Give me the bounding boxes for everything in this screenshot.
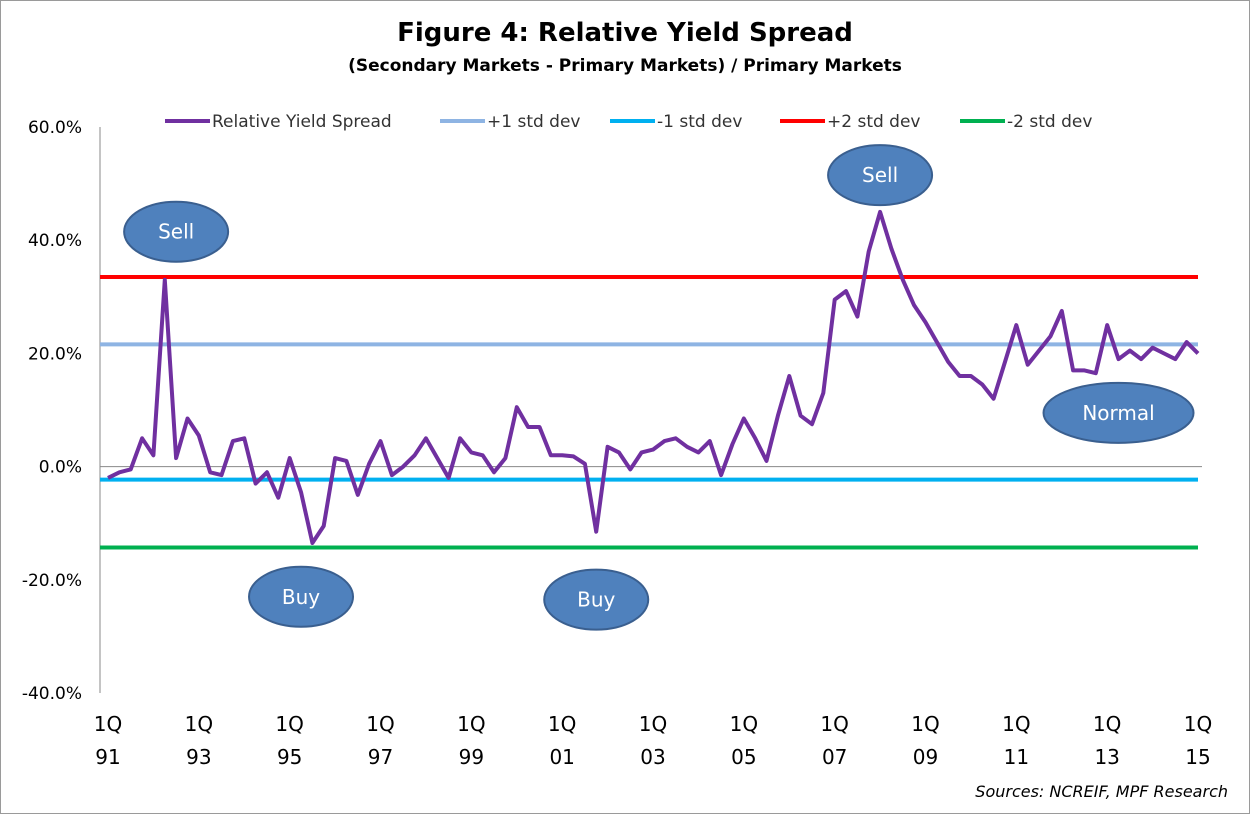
- series-line-relative-yield-spread: [107, 209, 1200, 545]
- y-tick-label: 0.0%: [39, 458, 82, 478]
- x-tick-label-quarter: 1Q: [911, 712, 939, 736]
- annotation-bubble: [543, 568, 650, 631]
- x-tick-label-year: 11: [1004, 745, 1029, 769]
- x-tick-label-year: 91: [95, 745, 120, 769]
- x-tick-label-quarter: 1Q: [1184, 712, 1212, 736]
- y-tick-label: 40.0%: [28, 231, 82, 251]
- y-tick-label: -20.0%: [22, 571, 82, 591]
- chart-subtitle: (Secondary Markets - Primary Markets) / …: [348, 56, 902, 76]
- x-tick-label-quarter: 1Q: [820, 712, 848, 736]
- x-tick-label-quarter: 1Q: [275, 712, 303, 736]
- x-tick-label-year: 97: [368, 745, 393, 769]
- y-tick-label: 60.0%: [28, 118, 82, 138]
- series-layer: [107, 209, 1200, 545]
- annotations: Sell Buy Buy Sell Normal: [123, 144, 1195, 631]
- x-tick-label-quarter: 1Q: [1093, 712, 1121, 736]
- annotation-label: Sell: [158, 220, 194, 244]
- x-tick-label-year: 09: [913, 745, 938, 769]
- annotation-label: Buy: [282, 585, 320, 609]
- y-tick-label: -40.0%: [22, 684, 82, 704]
- x-tick-label-year: 03: [640, 745, 665, 769]
- x-tick-label-year: 05: [731, 745, 756, 769]
- legend-label: -2 std dev: [1007, 112, 1092, 132]
- annotation-bubble: [827, 144, 934, 207]
- x-tick-label-quarter: 1Q: [457, 712, 485, 736]
- annotation-bubble: [123, 200, 230, 263]
- annotation-label: Sell: [862, 163, 898, 187]
- annotation-bubble: [1042, 381, 1195, 444]
- annotation-label: Buy: [577, 588, 615, 612]
- legend-label: -1 std dev: [657, 112, 742, 132]
- chart-title: Figure 4: Relative Yield Spread: [397, 18, 853, 48]
- x-tick-label-quarter: 1Q: [548, 712, 576, 736]
- x-tick-label-quarter: 1Q: [185, 712, 213, 736]
- x-tick-label-quarter: 1Q: [366, 712, 394, 736]
- x-tick-label-quarter: 1Q: [94, 712, 122, 736]
- x-tick-label-quarter: 1Q: [730, 712, 758, 736]
- axes: 60.0% 40.0% 20.0% 0.0% -20.0% -40.0% 1Q 91 1Q 93 1…: [22, 118, 1212, 769]
- y-tick-label: 20.0%: [28, 344, 82, 364]
- legend-label: +1 std dev: [487, 112, 581, 132]
- x-tick-label-quarter: 1Q: [1002, 712, 1030, 736]
- x-tick-label-year: 93: [186, 745, 211, 769]
- x-tick-label-year: 01: [549, 745, 574, 769]
- x-tick-label-year: 13: [1094, 745, 1119, 769]
- legend: Relative Yield Spread +1 std dev -1 std de…: [165, 112, 1092, 132]
- x-tick-label-year: 99: [459, 745, 484, 769]
- x-tick-label-year: 15: [1185, 745, 1210, 769]
- legend-label: Relative Yield Spread: [212, 112, 392, 132]
- x-tick-label-quarter: 1Q: [639, 712, 667, 736]
- x-tick-label-year: 07: [822, 745, 847, 769]
- x-tick-label-year: 95: [277, 745, 302, 769]
- annotation-bubble: [248, 565, 355, 628]
- reference-lines: [100, 274, 1198, 550]
- source-note: Sources: NCREIF, MPF Research: [975, 782, 1228, 801]
- legend-label: +2 std dev: [827, 112, 921, 132]
- annotation-label: Normal: [1082, 401, 1154, 425]
